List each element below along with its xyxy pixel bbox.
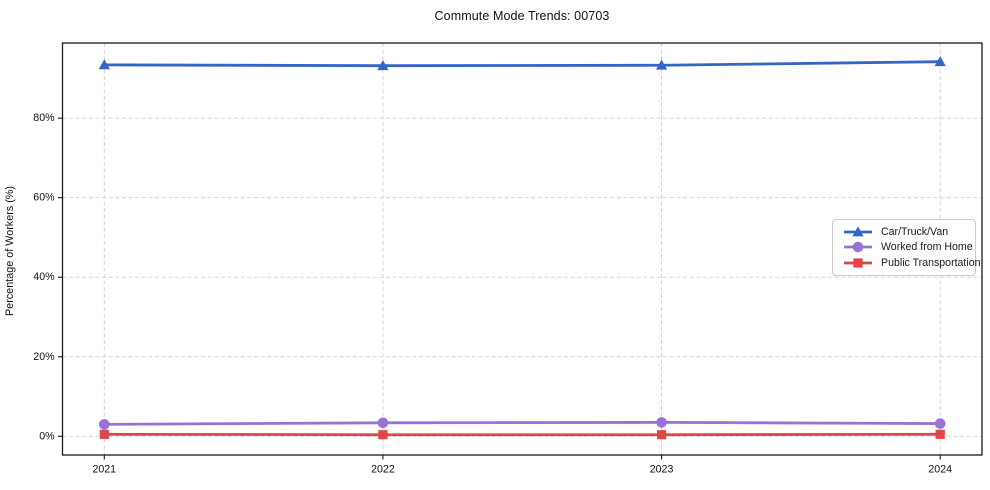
x-tick-label: 2024 <box>928 464 952 476</box>
triangle-marker <box>98 59 110 70</box>
square-marker <box>935 429 945 439</box>
y-tick-label: 80% <box>33 112 55 124</box>
series-line <box>102 420 942 426</box>
x-tick-label: 2022 <box>371 464 395 476</box>
series-public-transportation <box>99 429 945 440</box>
series-car-truck-van <box>98 56 946 71</box>
triangle-line-swatch-icon <box>844 226 872 237</box>
y-tick-label: 20% <box>33 351 55 363</box>
y-tick-label: 60% <box>33 192 55 204</box>
triangle-marker <box>655 59 668 70</box>
triangle-marker <box>934 56 946 67</box>
circle-marker <box>377 417 389 429</box>
legend-label: Car/Truck/Van <box>881 225 949 238</box>
square-marker <box>656 430 667 440</box>
legend: Car/Truck/Van Worked from Home Public Tran… <box>832 219 981 276</box>
circle-marker <box>934 418 946 429</box>
series-line <box>102 60 942 68</box>
legend-label: Public Transportation <box>881 257 981 270</box>
series-worked-from-home <box>98 417 946 430</box>
x-tick-label: 2021 <box>93 464 117 476</box>
y-tick-label: 40% <box>33 271 55 283</box>
legend-label: Worked from Home <box>881 241 973 254</box>
y-tick-label: 0% <box>39 430 55 442</box>
triangle-marker <box>852 226 864 237</box>
x-tick-label: 2023 <box>650 464 674 476</box>
legend-item: Car/Truck/Van <box>843 224 967 239</box>
chart-title: Commute Mode Trends: 00703 <box>434 9 610 23</box>
square-marker <box>99 429 109 439</box>
square-line-swatch-icon <box>844 258 872 268</box>
legend-item: Worked from Home <box>843 240 973 255</box>
circle-marker <box>98 419 110 430</box>
circle-line-swatch-icon <box>844 242 872 253</box>
plot-border <box>61 42 983 456</box>
circle-marker <box>656 417 667 428</box>
square-marker <box>853 258 863 268</box>
legend-item: Public Transportation <box>843 256 981 271</box>
square-marker <box>378 430 388 440</box>
circle-marker <box>852 242 864 253</box>
triangle-marker <box>377 60 389 71</box>
